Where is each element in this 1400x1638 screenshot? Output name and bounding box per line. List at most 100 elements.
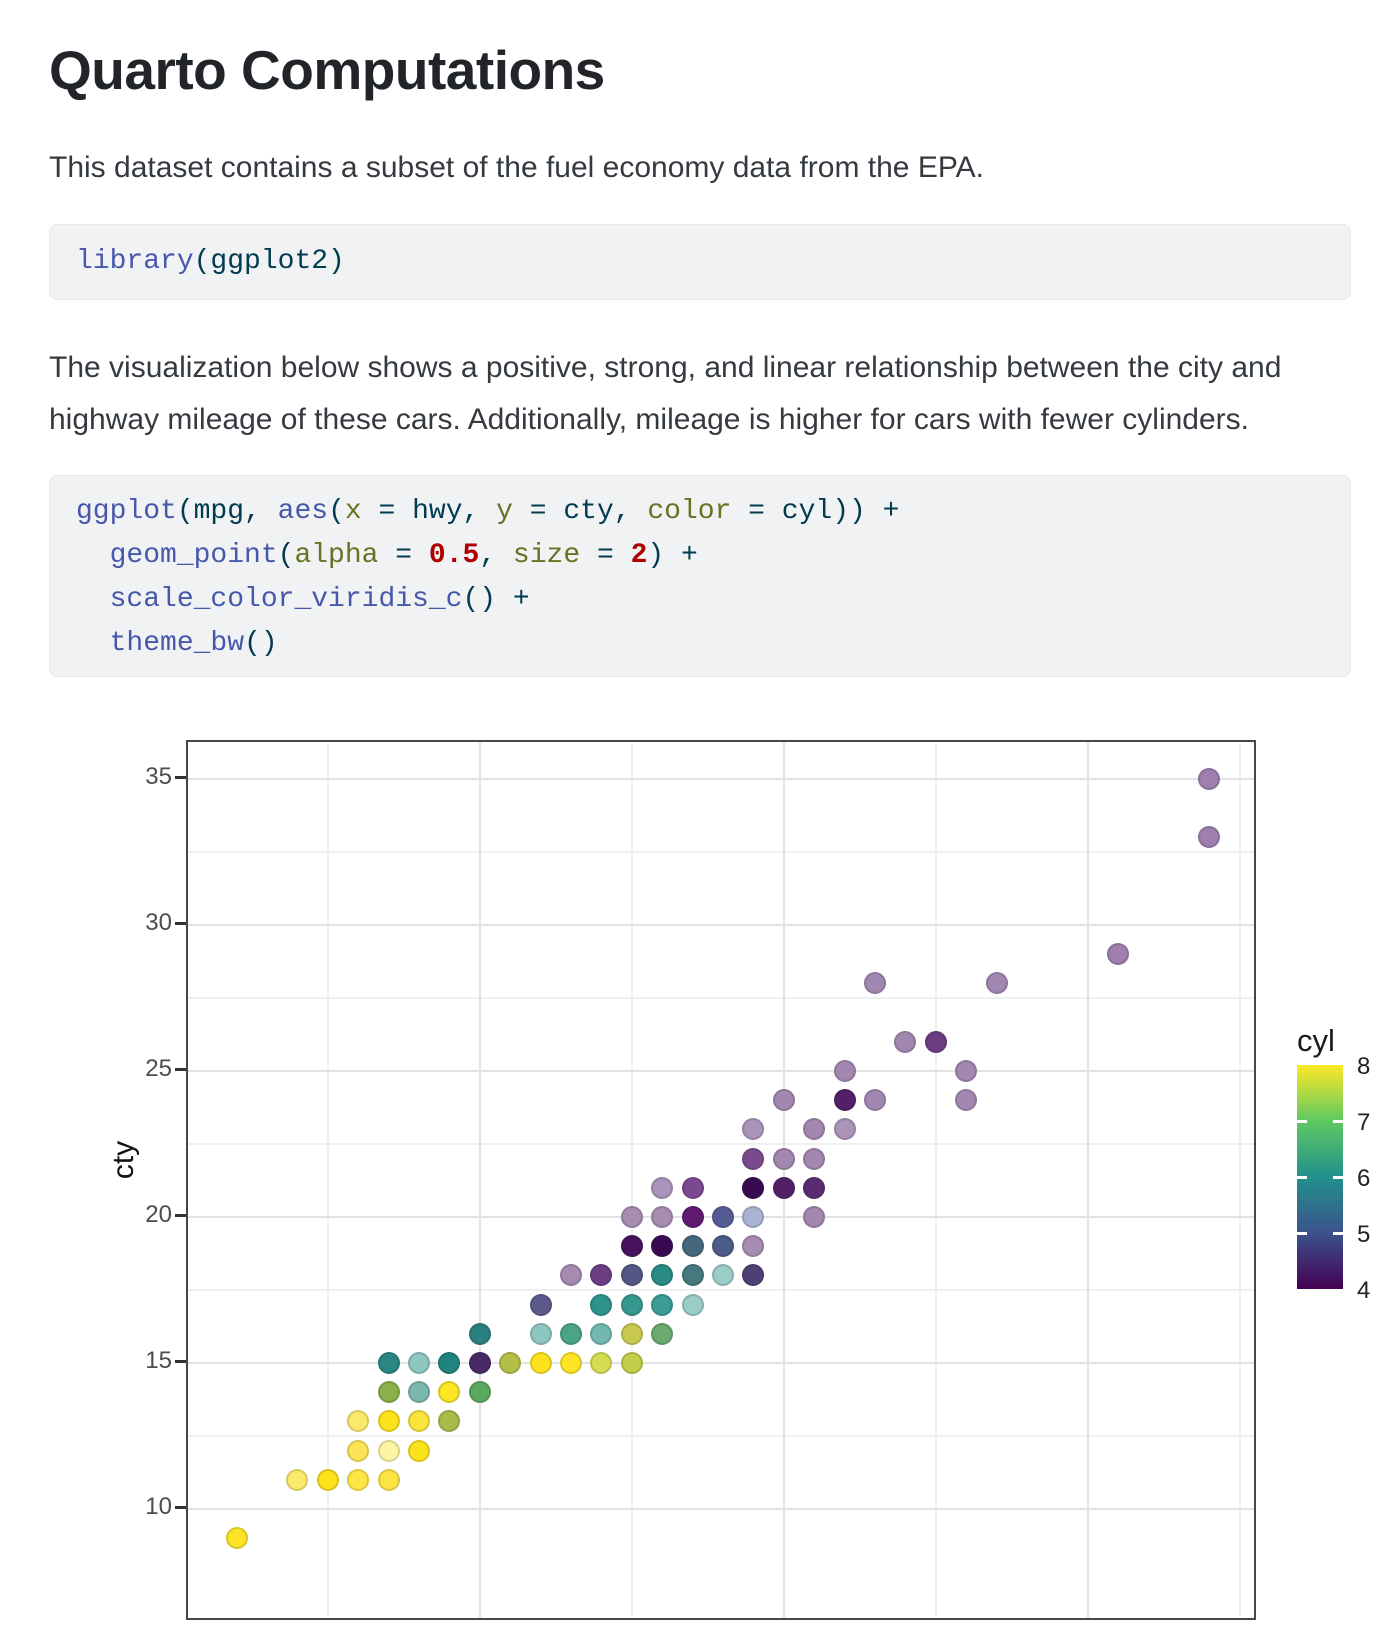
colorbar-tick [1297, 1232, 1307, 1235]
data-point [772, 1089, 795, 1112]
data-point [712, 1235, 735, 1258]
y-tick-mark [175, 1214, 186, 1217]
data-point [620, 1235, 643, 1258]
data-point [955, 1060, 978, 1083]
legend-label: 5 [1357, 1221, 1371, 1248]
legend-label: 4 [1357, 1277, 1371, 1304]
data-point [438, 1381, 461, 1404]
data-point [468, 1322, 491, 1345]
data-point [438, 1352, 461, 1375]
data-point [742, 1118, 765, 1141]
data-point [955, 1089, 978, 1112]
data-point [833, 1060, 856, 1083]
gridline-major [1086, 742, 1089, 1618]
data-point [833, 1089, 856, 1112]
data-point [560, 1352, 583, 1375]
gridline-minor [188, 1435, 1254, 1437]
document-page: Quarto Computations This dataset contain… [0, 38, 1400, 1620]
gridline-minor [1239, 742, 1241, 1618]
data-point [377, 1410, 400, 1433]
code-content: library(ggplot2) [76, 246, 345, 277]
code-block-ggplot: ggplot(mpg, aes(x = hwy, y = cty, color … [49, 475, 1351, 677]
code-content: ggplot(mpg, aes(x = hwy, y = cty, color … [76, 496, 900, 659]
data-point [803, 1147, 826, 1170]
data-point [620, 1206, 643, 1229]
data-point [1198, 826, 1221, 849]
data-point [620, 1322, 643, 1345]
data-point [772, 1176, 795, 1199]
data-point [833, 1118, 856, 1141]
intro-paragraph: This dataset contains a subset of the fu… [49, 151, 984, 184]
data-point [590, 1322, 613, 1345]
colorbar-gradient [1297, 1065, 1343, 1289]
data-point [985, 972, 1008, 995]
y-tick-label: 30 [145, 909, 172, 937]
plot-area [188, 742, 1254, 1618]
data-point [803, 1118, 826, 1141]
data-point [651, 1264, 674, 1287]
data-point [864, 1089, 887, 1112]
y-tick-mark [175, 922, 186, 925]
data-point [468, 1381, 491, 1404]
gridline-minor [188, 1289, 1254, 1291]
y-tick-mark [175, 776, 186, 779]
gridline-minor [188, 997, 1254, 999]
data-point [651, 1176, 674, 1199]
data-point [651, 1322, 674, 1345]
data-point [408, 1352, 431, 1375]
data-point [590, 1293, 613, 1316]
data-point [377, 1468, 400, 1491]
data-point [681, 1264, 704, 1287]
data-point [286, 1468, 309, 1491]
colorbar-tick [1297, 1176, 1307, 1179]
plot-panel [186, 740, 1256, 1620]
data-point [712, 1206, 735, 1229]
data-point [225, 1527, 248, 1550]
gridline-minor [631, 742, 633, 1618]
data-point [681, 1235, 704, 1258]
colorbar-tick [1333, 1176, 1343, 1179]
data-point [408, 1410, 431, 1433]
data-point [377, 1439, 400, 1462]
data-point [377, 1381, 400, 1404]
y-tick-label: 20 [145, 1201, 172, 1229]
gridline-major [188, 1508, 1254, 1511]
gridline-major [188, 1070, 1254, 1073]
data-point [742, 1235, 765, 1258]
data-point [590, 1264, 613, 1287]
y-tick-mark [175, 1360, 186, 1363]
data-point [742, 1206, 765, 1229]
data-point [681, 1176, 704, 1199]
data-point [712, 1264, 735, 1287]
data-point [681, 1293, 704, 1316]
data-point [651, 1206, 674, 1229]
data-point [803, 1206, 826, 1229]
legend-label: 6 [1357, 1165, 1371, 1192]
y-tick-label: 15 [145, 1347, 172, 1375]
data-point [347, 1410, 370, 1433]
data-point [1198, 768, 1221, 791]
colorbar-tick [1297, 1120, 1307, 1123]
data-point [468, 1352, 491, 1375]
gridline-major [478, 742, 481, 1618]
y-tick-mark [175, 1068, 186, 1071]
data-point [651, 1235, 674, 1258]
data-point [651, 1293, 674, 1316]
data-point [529, 1293, 552, 1316]
data-point [560, 1264, 583, 1287]
data-point [438, 1410, 461, 1433]
data-point [620, 1352, 643, 1375]
data-point [742, 1147, 765, 1170]
data-point [590, 1352, 613, 1375]
data-point [347, 1439, 370, 1462]
y-tick-mark [175, 1506, 186, 1509]
data-point [560, 1322, 583, 1345]
data-point [408, 1381, 431, 1404]
legend-label: 7 [1357, 1109, 1371, 1136]
data-point [620, 1264, 643, 1287]
data-point [529, 1352, 552, 1375]
data-point [1107, 943, 1130, 966]
gridline-major [188, 778, 1254, 781]
y-axis-title: cty [107, 1140, 140, 1180]
legend-title: cyl [1297, 1023, 1335, 1058]
